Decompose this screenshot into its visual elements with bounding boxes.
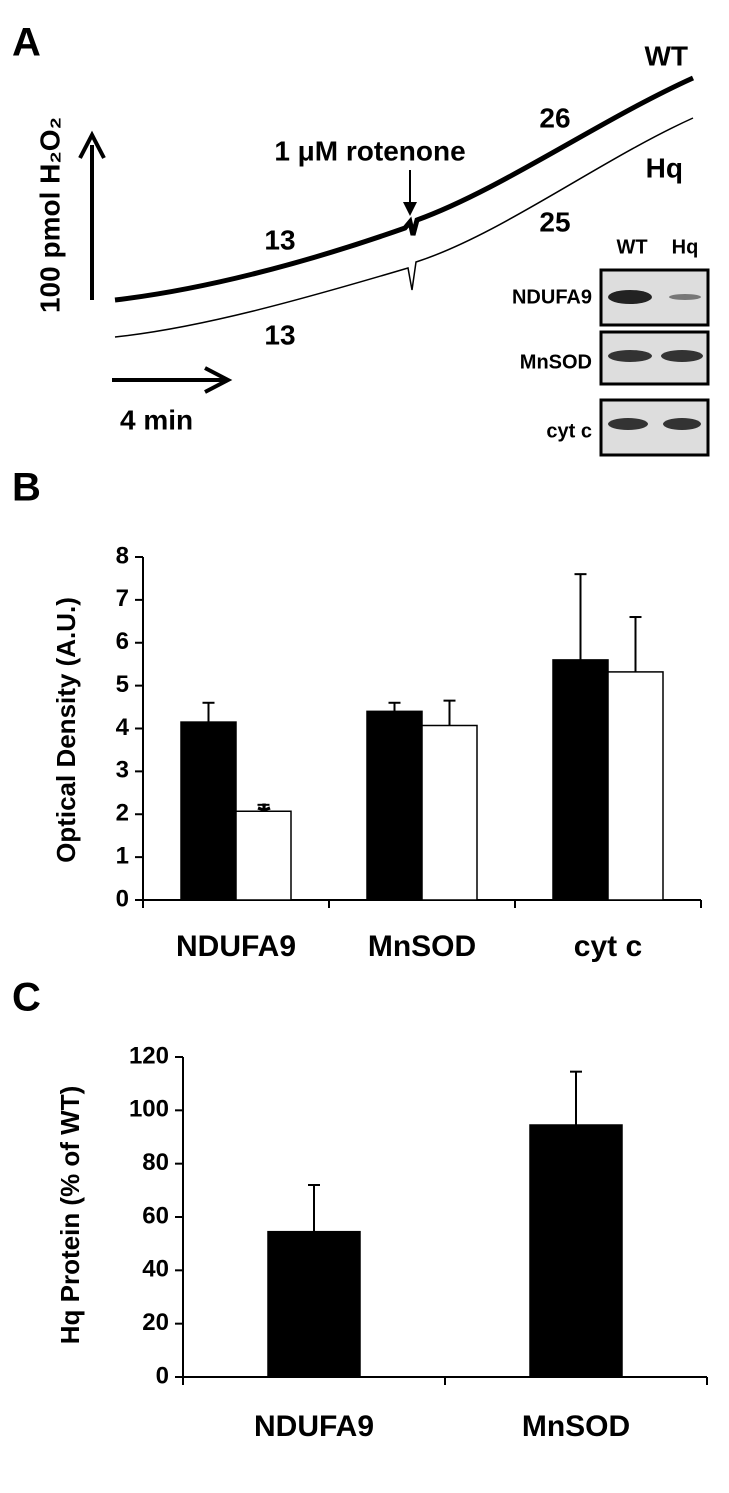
y-tick-label: 8: [116, 542, 129, 569]
x-tick-label: NDUFA9: [176, 930, 296, 963]
wt-trace: [114, 75, 695, 303]
x-tick-label: MnSOD: [368, 930, 476, 963]
bar: [529, 1124, 623, 1378]
treatment-label: 1 μM rotenone: [274, 135, 465, 166]
y-tick-label: 20: [142, 1309, 169, 1336]
x-scale-label: 4 min: [120, 404, 193, 435]
lane-label: Hq: [672, 236, 699, 258]
y-tick-label: 3: [116, 757, 129, 784]
y-tick-label: 0: [116, 885, 129, 912]
bar: [180, 721, 237, 901]
panel-label: B: [12, 466, 41, 510]
bar: [552, 659, 609, 901]
y-tick-label: 7: [116, 585, 129, 612]
y-tick-label: 80: [142, 1149, 169, 1176]
rate-label: 13: [264, 319, 295, 350]
y-tick-label: 4: [116, 714, 130, 741]
bar: [235, 810, 292, 901]
y-axis-title: Hq Protein (% of WT): [55, 1086, 85, 1345]
blot-row-label: NDUFA9: [512, 286, 592, 308]
lane-label: WT: [616, 236, 647, 258]
y-tick-label: 100: [129, 1096, 169, 1123]
y-tick-label: 6: [116, 628, 129, 655]
x-tick-label: cyt c: [574, 930, 642, 963]
arrow-head: [204, 366, 233, 394]
bar: [366, 710, 423, 901]
y-tick-label: 0: [156, 1362, 169, 1389]
hq-trace: [114, 117, 694, 338]
y-axis-title: Optical Density (A.U.): [51, 597, 81, 863]
blot-row-label: cyt c: [546, 420, 592, 442]
trace-label: Hq: [646, 152, 683, 183]
bar: [607, 671, 664, 901]
x-tick-label: NDUFA9: [254, 1410, 374, 1443]
rate-label: 25: [539, 206, 570, 237]
y-tick-label: 120: [129, 1042, 169, 1069]
y-tick-label: 40: [142, 1256, 169, 1283]
bar: [267, 1230, 361, 1378]
arrow-head: [78, 130, 106, 159]
panel-label: A: [12, 21, 41, 65]
panel-label: C: [12, 976, 41, 1020]
arrow-head: [403, 202, 417, 216]
bar: [421, 724, 478, 901]
blot-row-label: MnSOD: [520, 351, 592, 373]
blot: [599, 268, 710, 457]
y-tick-label: 60: [142, 1202, 169, 1229]
y-tick-label: 5: [116, 671, 129, 698]
rate-label: 13: [264, 224, 295, 255]
trace-label: WT: [644, 40, 688, 71]
x-tick-label: MnSOD: [522, 1410, 630, 1443]
rate-label: 26: [539, 102, 570, 133]
y-tick-label: 1: [116, 842, 129, 869]
y-scale-label: 100 pmol H₂O₂: [34, 117, 65, 313]
y-tick-label: 2: [116, 800, 129, 827]
